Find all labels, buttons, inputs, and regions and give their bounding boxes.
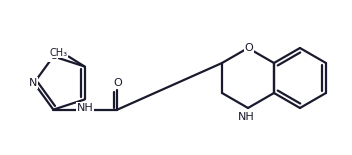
Text: NH: NH (238, 112, 254, 122)
Text: O: O (113, 78, 122, 88)
Text: CH₃: CH₃ (50, 48, 68, 58)
Text: O: O (49, 51, 58, 61)
Text: N: N (29, 78, 37, 88)
Text: O: O (245, 43, 253, 53)
Text: NH: NH (77, 103, 94, 113)
